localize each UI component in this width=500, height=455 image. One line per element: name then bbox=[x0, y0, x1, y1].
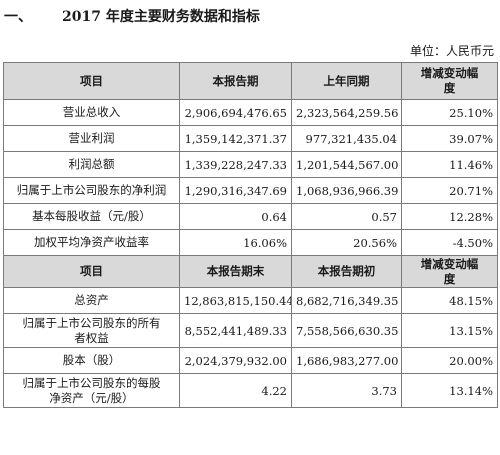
header-item: 项目 bbox=[3, 255, 180, 288]
change-value: 20.00% bbox=[401, 347, 498, 374]
row-label: 加权平均净资产收益率 bbox=[3, 229, 180, 256]
table-row: 营业利润 1,359,142,371.37 977,321,435.04 39.… bbox=[3, 125, 498, 152]
row-label: 归属于上市公司股东的净利润 bbox=[3, 177, 180, 204]
financial-data-table: 项目 本报告期 上年同期 增减变动幅度 营业总收入 2,906,694,476.… bbox=[3, 62, 498, 408]
previous-value: 3.73 bbox=[291, 373, 402, 408]
header-period-end: 本报告期末 bbox=[179, 255, 292, 288]
header-previous-period: 上年同期 bbox=[291, 62, 402, 100]
row-label: 利润总额 bbox=[3, 151, 180, 178]
table-row: 利润总额 1,339,228,247.33 1,201,544,567.00 1… bbox=[3, 151, 498, 178]
previous-value: 977,321,435.04 bbox=[291, 125, 402, 152]
section-title: 2017 年度主要财务数据和指标 bbox=[62, 9, 260, 25]
row-label: 营业利润 bbox=[3, 125, 180, 152]
change-value: 11.46% bbox=[401, 151, 498, 178]
table-row: 归属于上市公司股东的净利润 1,290,316,347.69 1,068,936… bbox=[3, 177, 498, 204]
row-label: 归属于上市公司股东的所有者权益 bbox=[3, 313, 180, 348]
change-value: 13.15% bbox=[401, 313, 498, 348]
table-row: 归属于上市公司股东的每股净资产（元/股） 4.22 3.73 13.14% bbox=[3, 373, 498, 408]
change-value: 20.71% bbox=[401, 177, 498, 204]
table-row: 加权平均净资产收益率 16.06% 20.56% -4.50% bbox=[3, 229, 498, 256]
change-value: 48.15% bbox=[401, 287, 498, 314]
current-value: 1,359,142,371.37 bbox=[179, 125, 292, 152]
header-item: 项目 bbox=[3, 62, 180, 100]
section-heading: 一、 2017 年度主要财务数据和指标 bbox=[4, 6, 260, 26]
current-value: 1,290,316,347.69 bbox=[179, 177, 292, 204]
header-change: 增减变动幅度 bbox=[401, 255, 498, 288]
table-row: 归属于上市公司股东的所有者权益 8,552,441,489.33 7,558,5… bbox=[3, 313, 498, 348]
row-label: 基本每股收益（元/股） bbox=[3, 203, 180, 230]
table-header-row: 项目 本报告期 上年同期 增减变动幅度 bbox=[3, 62, 498, 100]
table-row: 总资产 12,863,815,150.44 8,682,716,349.35 4… bbox=[3, 287, 498, 314]
header-period-start: 本报告期初 bbox=[291, 255, 402, 288]
previous-value: 1,201,544,567.00 bbox=[291, 151, 402, 178]
currency-unit: 单位：人民币元 bbox=[409, 44, 494, 58]
previous-value: 0.57 bbox=[291, 203, 402, 230]
table-row: 营业总收入 2,906,694,476.65 2,323,564,259.56 … bbox=[3, 99, 498, 126]
header-current-period: 本报告期 bbox=[179, 62, 292, 100]
change-value: 39.07% bbox=[401, 125, 498, 152]
previous-value: 1,686,983,277.00 bbox=[291, 347, 402, 374]
table-row: 基本每股收益（元/股） 0.64 0.57 12.28% bbox=[3, 203, 498, 230]
previous-value: 20.56% bbox=[291, 229, 402, 256]
current-value: 2,024,379,932.00 bbox=[179, 347, 292, 374]
previous-value: 7,558,566,630.35 bbox=[291, 313, 402, 348]
change-value: -4.50% bbox=[401, 229, 498, 256]
current-value: 8,552,441,489.33 bbox=[179, 313, 292, 348]
table-header-row: 项目 本报告期末 本报告期初 增减变动幅度 bbox=[3, 255, 498, 288]
previous-value: 8,682,716,349.35 bbox=[291, 287, 402, 314]
change-value: 13.14% bbox=[401, 373, 498, 408]
header-change: 增减变动幅度 bbox=[401, 62, 498, 100]
current-value: 1,339,228,247.33 bbox=[179, 151, 292, 178]
current-value: 12,863,815,150.44 bbox=[179, 287, 292, 314]
table-row: 股本（股） 2,024,379,932.00 1,686,983,277.00 … bbox=[3, 347, 498, 374]
current-value: 4.22 bbox=[179, 373, 292, 408]
section-number: 一、 bbox=[4, 9, 32, 25]
previous-value: 1,068,936,966.39 bbox=[291, 177, 402, 204]
current-value: 0.64 bbox=[179, 203, 292, 230]
change-value: 25.10% bbox=[401, 99, 498, 126]
row-label: 股本（股） bbox=[3, 347, 180, 374]
row-label: 总资产 bbox=[3, 287, 180, 314]
row-label: 归属于上市公司股东的每股净资产（元/股） bbox=[3, 373, 180, 408]
current-value: 16.06% bbox=[179, 229, 292, 256]
previous-value: 2,323,564,259.56 bbox=[291, 99, 402, 126]
change-value: 12.28% bbox=[401, 203, 498, 230]
current-value: 2,906,694,476.65 bbox=[179, 99, 292, 126]
row-label: 营业总收入 bbox=[3, 99, 180, 126]
